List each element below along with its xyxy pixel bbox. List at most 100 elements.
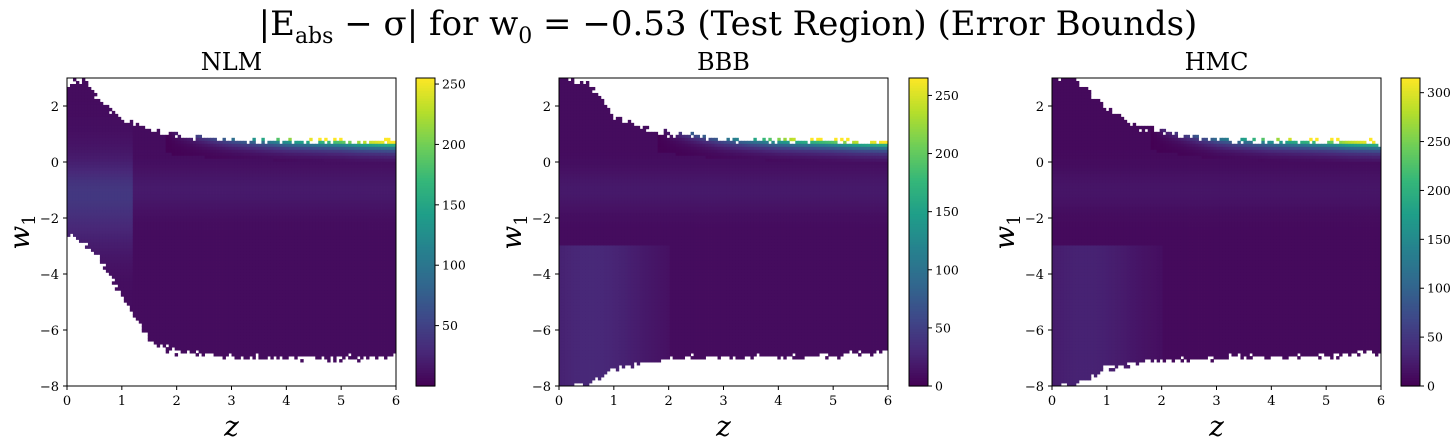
heatmap-cell — [202, 269, 205, 272]
heatmap-cell — [79, 144, 82, 147]
heatmap-cell — [97, 236, 100, 239]
heatmap-cell — [79, 210, 82, 213]
heatmap-cell — [94, 147, 97, 150]
heatmap-cell — [67, 159, 70, 162]
heatmap-cell — [79, 186, 82, 189]
heatmap-cell — [76, 102, 79, 105]
heatmap-cell — [124, 195, 127, 198]
heatmap-cell — [97, 174, 100, 177]
heatmap-cell — [196, 254, 199, 257]
heatmap-cell — [109, 129, 112, 132]
heatmap-cell — [100, 117, 103, 120]
heatmap-cell — [184, 189, 187, 192]
heatmap-cell — [112, 216, 115, 219]
heatmap-cell — [79, 102, 82, 105]
heatmap-cell — [160, 189, 163, 192]
heatmap-cell — [148, 198, 151, 201]
heatmap-cell — [103, 222, 106, 225]
heatmap-cell — [166, 201, 169, 204]
heatmap-cell — [163, 234, 166, 237]
heatmap-cell — [142, 284, 145, 287]
heatmap-cell — [208, 234, 211, 237]
heatmap-cell — [151, 174, 154, 177]
heatmap-cell — [208, 305, 211, 308]
heatmap-cell — [139, 207, 142, 210]
heatmap-cell — [190, 231, 193, 234]
heatmap-cell — [76, 114, 79, 117]
heatmap-cell — [115, 275, 118, 278]
heatmap-cell — [79, 213, 82, 216]
heatmap-cell — [172, 263, 175, 266]
heatmap-cell — [115, 120, 118, 123]
heatmap-cell — [193, 210, 196, 213]
heatmap-cell — [181, 257, 184, 260]
heatmap-cell — [184, 207, 187, 210]
heatmap-cell — [136, 275, 139, 278]
heatmap-cell — [121, 207, 124, 210]
heatmap-cell — [109, 141, 112, 144]
heatmap-cell — [208, 311, 211, 314]
heatmap-cell — [193, 180, 196, 183]
heatmap-cell — [199, 228, 202, 231]
heatmap-cell — [196, 150, 199, 153]
heatmap-cell — [124, 219, 127, 222]
heatmap-cell — [184, 284, 187, 287]
heatmap-cell — [139, 216, 142, 219]
heatmap-cell — [133, 296, 136, 299]
heatmap-cell — [91, 159, 94, 162]
heatmap-cell — [175, 150, 178, 153]
heatmap-cell — [97, 144, 100, 147]
heatmap-cell — [121, 165, 124, 168]
heatmap-cell — [139, 305, 142, 308]
heatmap-cell — [142, 266, 145, 269]
heatmap-cell — [136, 141, 139, 144]
heatmap-cell — [154, 147, 157, 150]
heatmap-cell — [103, 204, 106, 207]
heatmap-cell — [193, 156, 196, 159]
heatmap-cell — [130, 236, 133, 239]
heatmap-cell — [157, 257, 160, 260]
heatmap-cell — [196, 236, 199, 239]
heatmap-cell — [205, 254, 208, 257]
heatmap-cell — [160, 239, 163, 242]
heatmap-cell — [112, 225, 115, 228]
heatmap-cell — [109, 117, 112, 120]
heatmap-cell — [67, 123, 70, 126]
heatmap-cell — [115, 207, 118, 210]
heatmap-cell — [136, 129, 139, 132]
heatmap-cell — [157, 281, 160, 284]
heatmap-cell — [187, 332, 190, 335]
heatmap-cell — [139, 275, 142, 278]
heatmap-cell — [202, 293, 205, 296]
heatmap-cell — [73, 231, 76, 234]
heatmap-cell — [91, 108, 94, 111]
heatmap-cell — [157, 311, 160, 314]
heatmap-cell — [115, 287, 118, 290]
heatmap-cell — [133, 284, 136, 287]
heatmap-cell — [178, 153, 181, 156]
heatmap-cell — [151, 210, 154, 213]
heatmap-cell — [145, 317, 148, 320]
heatmap-cell — [196, 317, 199, 320]
heatmap-cell — [178, 254, 181, 257]
heatmap-cell — [196, 287, 199, 290]
heatmap-cell — [73, 198, 76, 201]
heatmap-cell — [112, 156, 115, 159]
heatmap-cell — [184, 245, 187, 248]
heatmap-cell — [133, 290, 136, 293]
heatmap-cell — [142, 234, 145, 237]
heatmap-cell — [163, 159, 166, 162]
heatmap-cell — [85, 207, 88, 210]
heatmap-cell — [145, 186, 148, 189]
heatmap-cell — [199, 302, 202, 305]
heatmap-cell — [103, 153, 106, 156]
heatmap-cell — [193, 320, 196, 323]
heatmap-cell — [133, 239, 136, 242]
heatmap-cell — [181, 338, 184, 341]
heatmap-cell — [199, 260, 202, 263]
heatmap-cell — [103, 234, 106, 237]
heatmap-cell — [169, 302, 172, 305]
heatmap-cell — [163, 317, 166, 320]
heatmap-cell — [70, 105, 73, 108]
heatmap-cell — [70, 168, 73, 171]
